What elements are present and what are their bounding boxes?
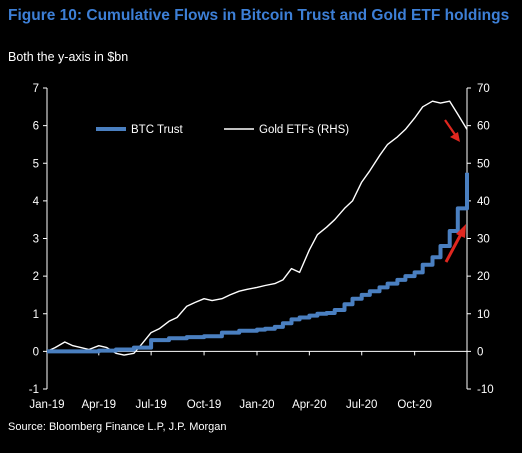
- x-tick-label: Apr-19: [82, 399, 117, 411]
- legend: BTC Trust Gold ETFs (RHS): [96, 124, 349, 136]
- y-right-tick-label: 20: [477, 271, 490, 283]
- x-tick-label: Jan-19: [29, 399, 64, 411]
- y-right-tick-label: 0: [477, 346, 483, 358]
- y-right-tick-label: 30: [477, 234, 490, 246]
- x-axis: Jan-19 Apr-19 Jul-19 Oct-19 Jan-20 Apr-20 Jul-…: [29, 351, 432, 411]
- y-right-tick-label: 40: [477, 196, 490, 208]
- x-tick-label: Oct-19: [187, 399, 222, 411]
- series-layer: [46, 100, 469, 356]
- red-arrow-gold-decline: [444, 119, 457, 137]
- y-left-tick-label: 2: [33, 271, 39, 283]
- x-tick-label: Jul-19: [135, 399, 166, 411]
- y-left-tick-label: -1: [29, 384, 39, 396]
- x-tick-label: Jan-20: [239, 399, 274, 411]
- y-axis-right: -10 0 10 20 30 40 50 60 70: [467, 83, 494, 396]
- chart-subtitle: Both the y-axis in $bn: [8, 50, 129, 64]
- x-tick-label: Oct-20: [397, 399, 432, 411]
- y-right-tick-label: 50: [477, 158, 490, 170]
- series-btc-trust-line: [47, 172, 469, 354]
- legend-label-btc: BTC Trust: [131, 124, 184, 136]
- y-left-tick-label: 5: [33, 158, 39, 170]
- annotation-arrows: [444, 119, 466, 263]
- y-right-tick-label: -10: [477, 384, 494, 396]
- y-left-tick-label: 7: [33, 83, 39, 95]
- y-left-tick-label: 4: [33, 196, 40, 208]
- y-left-tick-label: 6: [33, 121, 39, 133]
- red-arrow-gold-decline-head: [450, 132, 460, 142]
- y-left-tick-label: 0: [33, 346, 39, 358]
- red-arrow-btc-rise-head: [456, 224, 466, 238]
- source-note: Source: Bloomberg Finance L.P, J.P. Morg…: [8, 421, 227, 433]
- series-gold-etf-line: [46, 100, 468, 356]
- y-right-tick-label: 60: [477, 121, 490, 133]
- x-tick-label: Apr-20: [292, 399, 327, 411]
- y-left-tick-label: 1: [33, 309, 39, 321]
- y-axis-left: -1 0 1 2 3 4 5 6 7: [29, 83, 47, 396]
- chart-title: Figure 10: Cumulative Flows in Bitcoin T…: [8, 7, 510, 24]
- plot-frame: [46, 88, 468, 389]
- y-right-tick-label: 10: [477, 309, 490, 321]
- red-arrow-btc-rise: [444, 233, 463, 263]
- y-left-tick-label: 3: [33, 234, 39, 246]
- y-right-tick-label: 70: [477, 83, 490, 95]
- legend-label-gold: Gold ETFs (RHS): [259, 124, 349, 136]
- x-tick-label: Jul-20: [346, 399, 377, 411]
